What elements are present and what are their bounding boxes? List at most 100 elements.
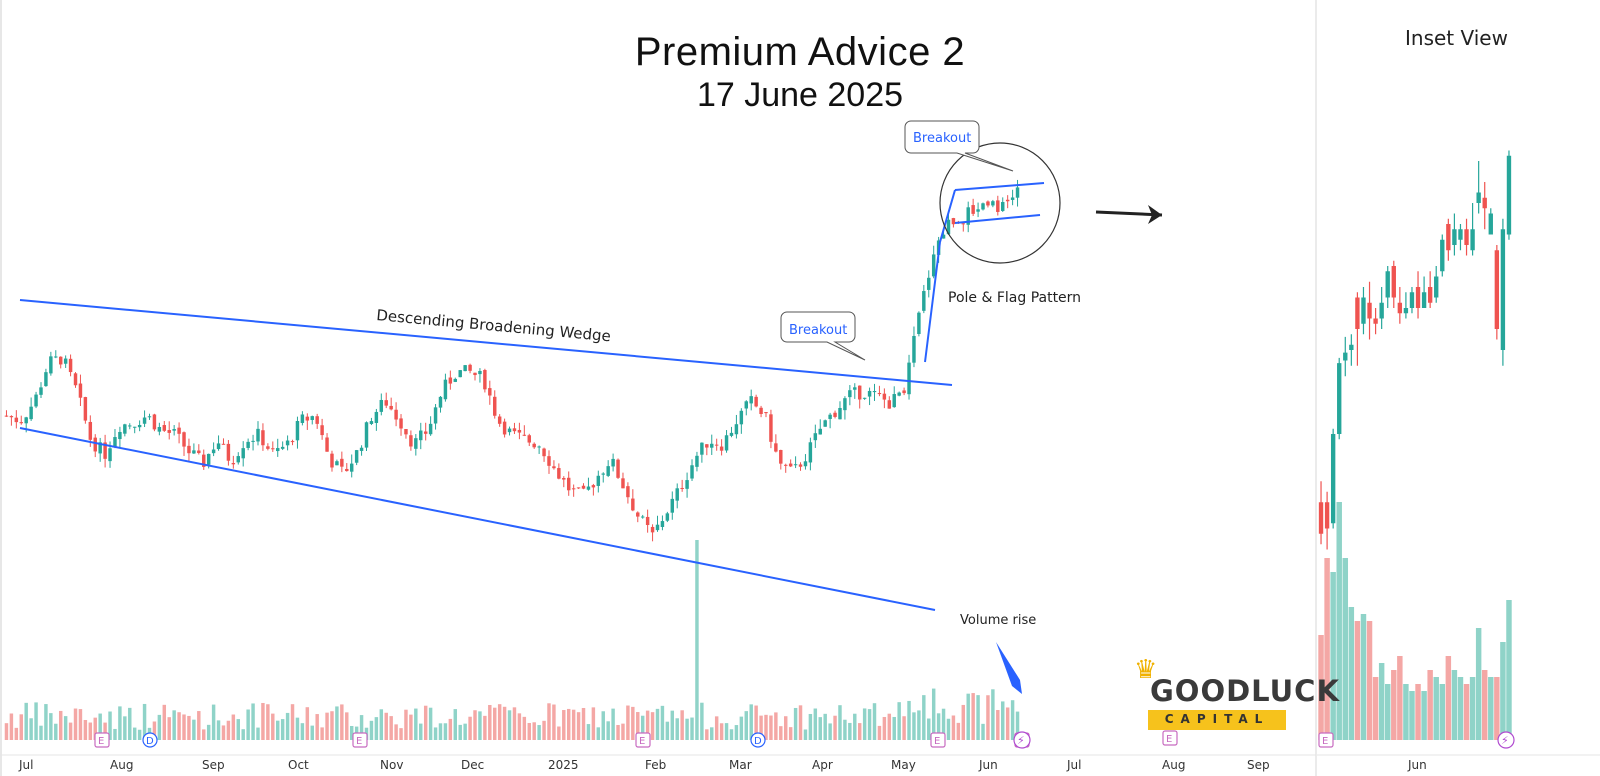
- candle-body: [848, 390, 852, 398]
- marker-text: E: [1166, 734, 1172, 745]
- volume-bar: [823, 713, 827, 740]
- candle-body: [448, 377, 453, 384]
- candle-body: [241, 448, 245, 459]
- inset-candle-body: [1403, 308, 1409, 314]
- inset-candle-body: [1421, 292, 1427, 308]
- inset-candle-body: [1427, 287, 1433, 303]
- inset-candle-body: [1349, 344, 1354, 350]
- volume-bar: [374, 717, 379, 740]
- volume-bar: [290, 704, 295, 740]
- candle-body: [907, 362, 911, 395]
- inset-volume-bar: [1397, 656, 1403, 740]
- candle-body: [562, 478, 566, 480]
- volume-bar: [507, 710, 512, 740]
- volume-bar: [700, 702, 704, 740]
- volume-bar: [670, 710, 675, 740]
- candle-body: [739, 410, 744, 425]
- inset-volume-bar: [1457, 677, 1464, 740]
- candle-body: [123, 424, 127, 434]
- x-tick-label: Apr: [812, 758, 833, 772]
- volume-bar: [399, 728, 403, 740]
- inset-candle-body: [1397, 302, 1403, 314]
- candle-body: [517, 429, 522, 433]
- candle-body: [843, 398, 847, 411]
- volume-bar: [280, 719, 285, 740]
- volume-bar: [779, 726, 783, 740]
- volume-bar: [438, 723, 443, 740]
- logo-bar: [1148, 710, 1286, 730]
- candle-body: [488, 388, 492, 396]
- volume-bar: [1005, 707, 1010, 740]
- candle-body: [650, 526, 655, 533]
- volume-bar: [907, 700, 911, 740]
- volume-bar: [123, 716, 127, 740]
- candle-body: [206, 453, 211, 465]
- volume-bar: [19, 714, 23, 740]
- volume-bar: [660, 705, 665, 740]
- volume-bar: [29, 718, 33, 740]
- candle-body: [478, 371, 482, 375]
- volume-bar: [867, 709, 872, 740]
- candle-body: [221, 443, 226, 445]
- inset-arrow-head: [1148, 205, 1162, 224]
- volume-bar: [394, 724, 398, 740]
- candle-body: [931, 254, 936, 277]
- inset-volume-bar: [1354, 621, 1361, 740]
- volume-bar: [58, 710, 63, 740]
- candle-body: [147, 416, 152, 418]
- marker-text: ⚡: [1017, 734, 1025, 747]
- volume-bar: [650, 712, 655, 740]
- breakout-label-1: Breakout: [789, 323, 847, 338]
- candle-body: [453, 378, 458, 382]
- candle-body: [359, 447, 364, 451]
- x-tick-label: Oct: [288, 758, 309, 772]
- volume-bar: [739, 716, 744, 740]
- volume-bar: [236, 719, 240, 740]
- volume-bar: [9, 713, 14, 740]
- candle-body: [157, 426, 162, 432]
- candle-body: [838, 407, 842, 420]
- candle-body: [310, 416, 314, 420]
- candle-body: [695, 455, 699, 467]
- volume-bar: [843, 719, 847, 740]
- volume-bar: [848, 722, 852, 740]
- inset-volume-bar: [1342, 558, 1349, 740]
- volume-bar: [966, 693, 970, 740]
- inset-volume-bar: [1378, 663, 1385, 740]
- candle-body: [626, 486, 630, 498]
- candle-body: [571, 488, 576, 490]
- volume-bar: [389, 716, 393, 740]
- earnings-marker-icon: [1318, 732, 1334, 748]
- volume-bar: [1010, 700, 1015, 740]
- volume-bar: [872, 703, 877, 740]
- volume-bar: [705, 729, 709, 740]
- candle-body: [19, 422, 23, 424]
- volume-bar: [680, 710, 684, 740]
- candle-body: [320, 425, 324, 436]
- volume-bar: [206, 724, 211, 740]
- inset-volume-bar: [1451, 670, 1458, 740]
- candle-body: [384, 400, 388, 406]
- candle-body: [813, 433, 818, 441]
- volume-bar: [98, 713, 102, 740]
- inset-volume-bar: [1433, 677, 1439, 740]
- inset-volume-bar: [1391, 670, 1397, 740]
- inset-x-tick-label: Jun: [1407, 758, 1427, 772]
- flag-lower-line: [954, 214, 1041, 224]
- candle-body: [611, 458, 615, 467]
- candle-body: [197, 450, 201, 454]
- candle-body: [236, 456, 240, 463]
- volume-bar: [734, 725, 739, 740]
- volume-rise-arrow: [996, 642, 1022, 694]
- pole-line: [939, 189, 956, 243]
- volume-bar: [34, 702, 38, 740]
- candle-body: [586, 486, 591, 490]
- candle-body: [290, 441, 295, 443]
- volume-bar: [88, 722, 93, 740]
- volume-bar: [532, 722, 536, 740]
- volume-bar: [522, 716, 527, 740]
- candle-body: [44, 372, 48, 387]
- inset-volume-bar: [1494, 677, 1500, 740]
- volume-bar: [685, 718, 689, 740]
- inset-volume-bar: [1415, 684, 1421, 740]
